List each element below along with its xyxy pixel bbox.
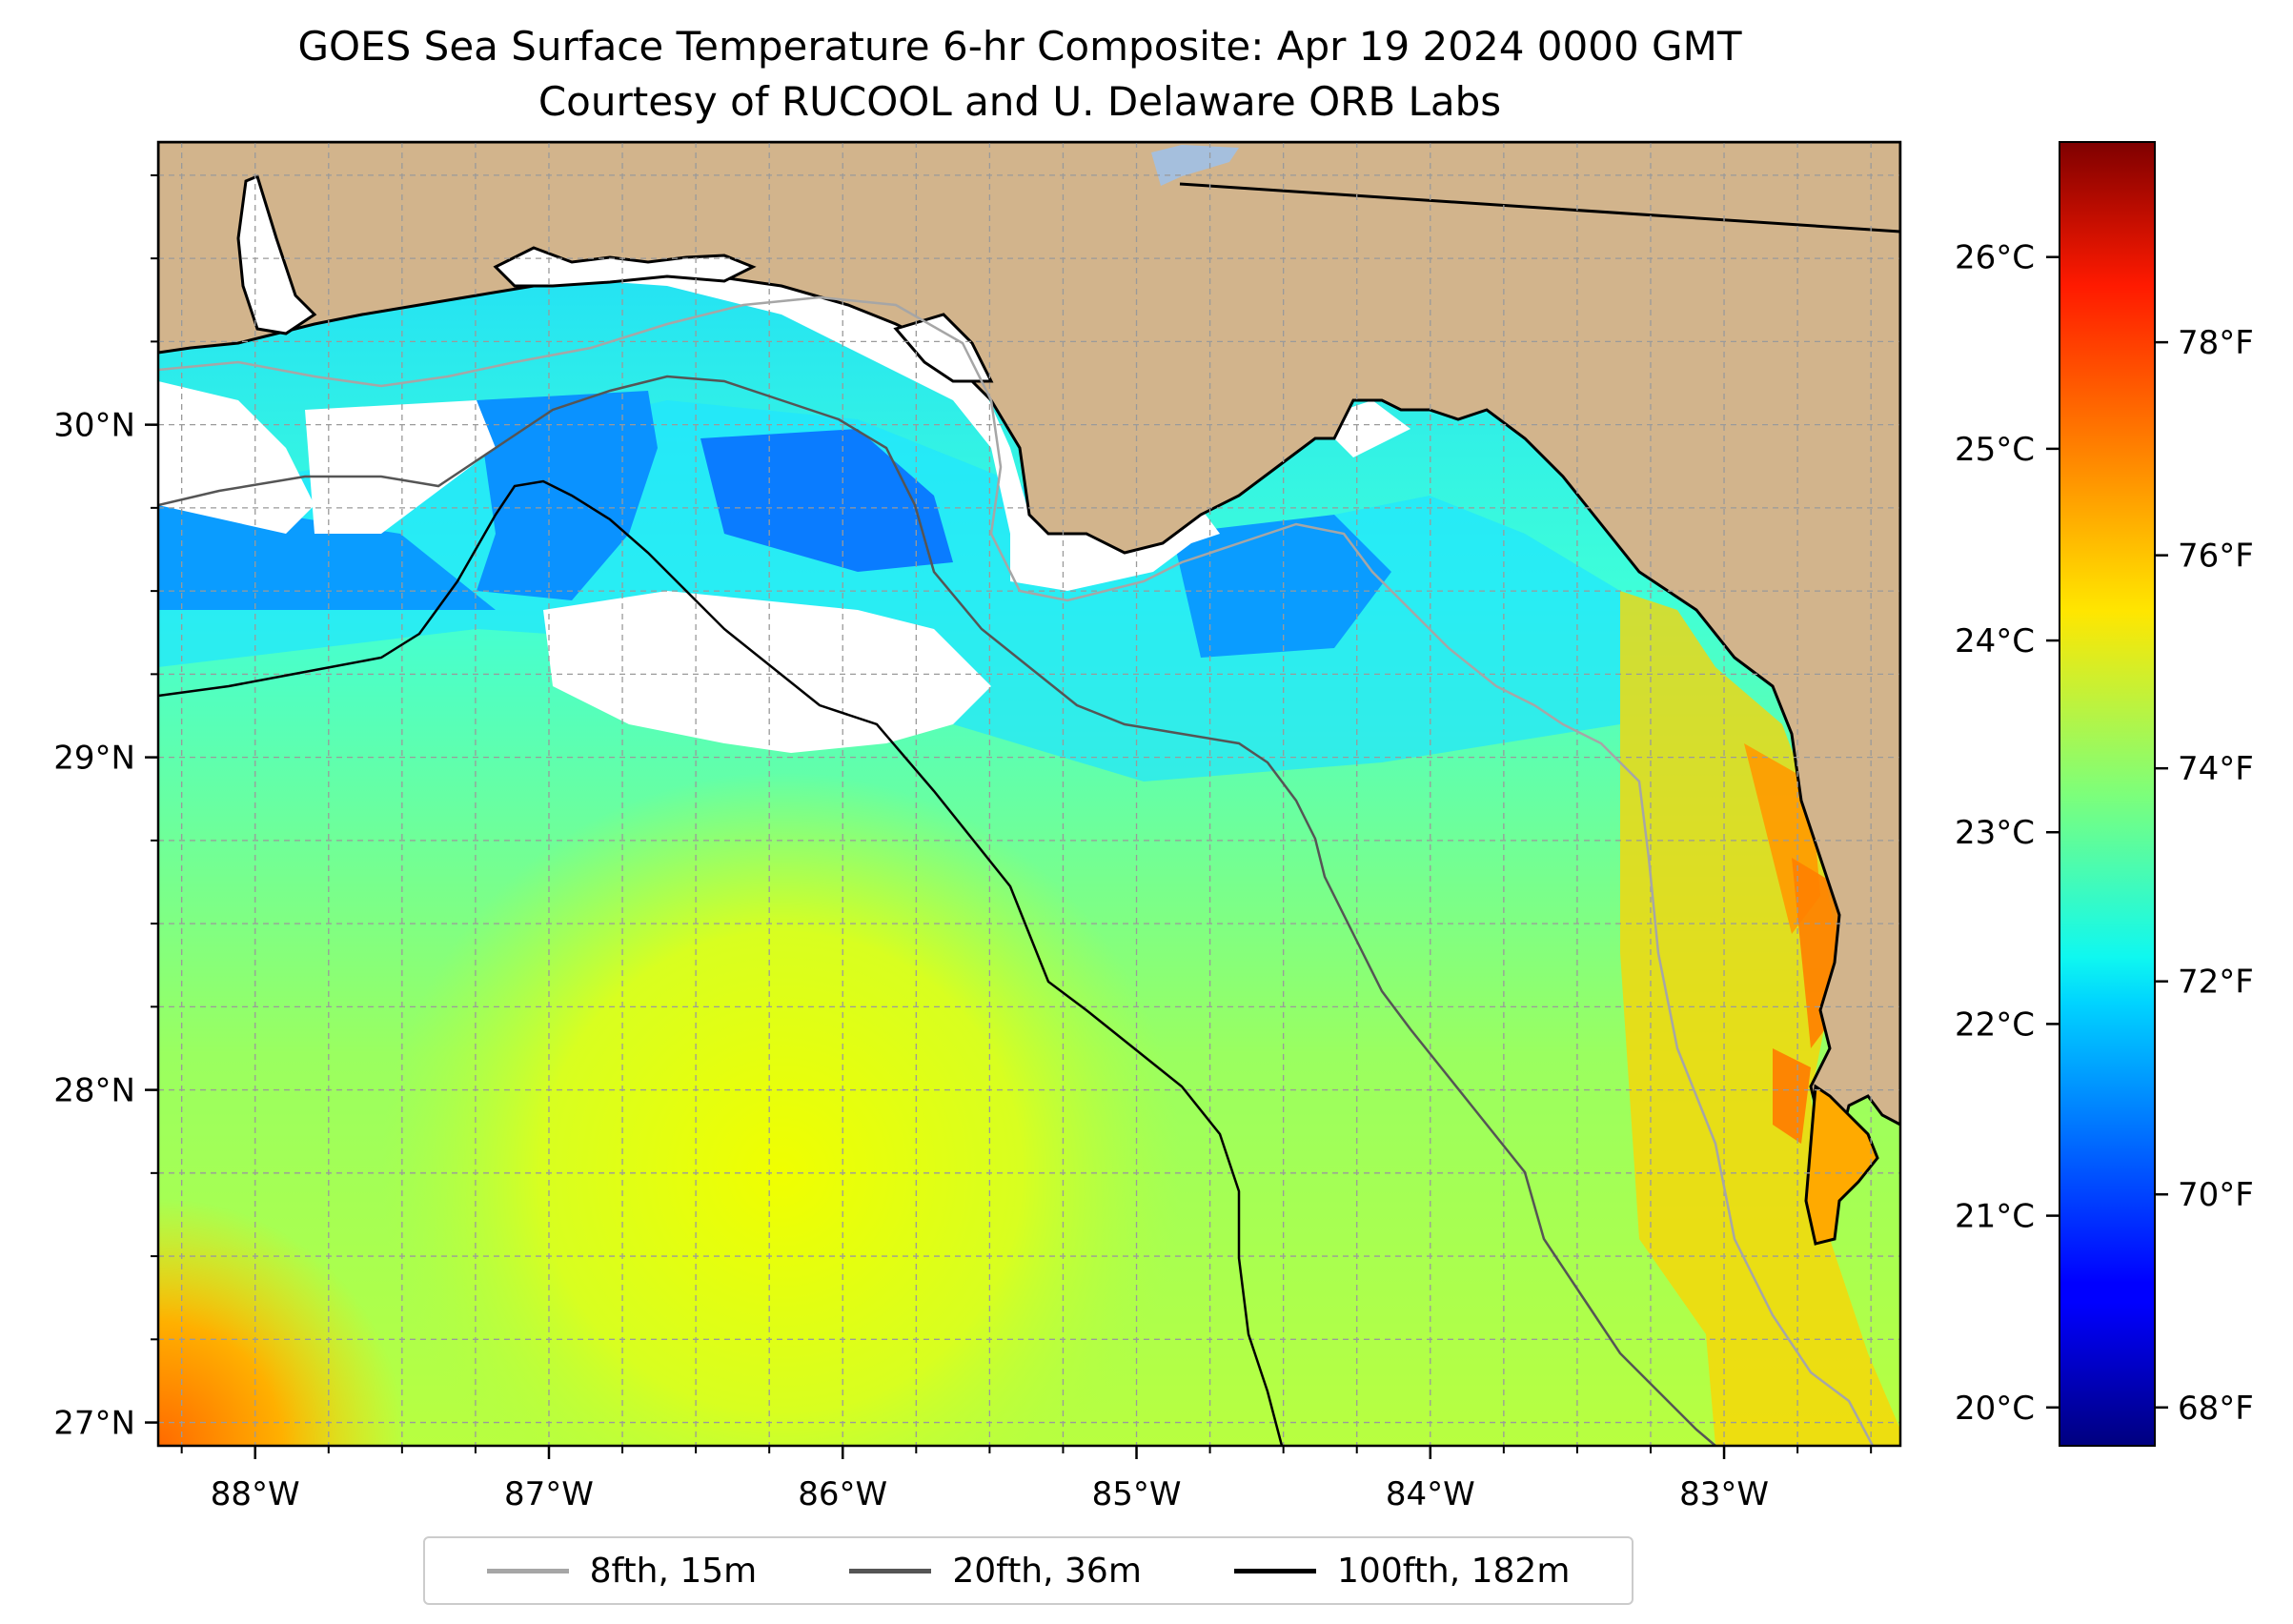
lat-tick-label: 28°N [53,1072,135,1110]
celsius-tick-label: 21°C [1955,1198,2035,1236]
legend-item-20fth: 20fth, 36m [849,1552,1142,1591]
tampa-bay [1804,1084,1879,1246]
fahrenheit-tick-label: 76°F [2178,538,2254,576]
isobath-8fth [158,295,1875,1446]
lat-tick-label: 27°N [53,1405,135,1443]
legend-swatch-8fth [486,1568,569,1573]
cloud-west-2 [305,400,496,534]
lon-tick-label: 84°W [1386,1475,1475,1513]
cold-patch-west [158,496,496,610]
colorbar-ticks: 20°C 21°C 22°C 23°C 24°C 25°C 26°C 68°F 70°F 72°F… [1955,239,2254,1428]
lon-tick-label: 88°W [211,1475,300,1513]
lon-tick-label: 86°W [798,1475,887,1513]
legend-label-100fth: 100fth, 182m [1337,1551,1571,1591]
cold-patch-3 [1172,515,1391,658]
legend-label-8fth: 8fth, 15m [589,1551,758,1591]
apalachicola-bay [893,313,994,383]
chart-title: GOES Sea Surface Temperature 6-hr Compos… [297,23,1742,70]
fahrenheit-tick-label: 78°F [2178,324,2254,362]
legend-swatch-100fth [1234,1568,1317,1573]
cloud-offshore [543,591,991,753]
lon-tick-label: 83°W [1679,1475,1769,1513]
legend-item-8fth: 8fth, 15m [486,1551,758,1591]
legend-item-100fth: 100fth, 182m [1234,1552,1570,1591]
celsius-tick-label: 20°C [1955,1390,2035,1428]
lat-tick-label: 29°N [53,740,135,778]
map-plot-area [158,142,1900,1446]
celsius-tick-label: 24°C [1955,622,2035,660]
legend-swatch-20fth [849,1568,932,1573]
fahrenheit-tick-label: 74°F [2178,750,2254,788]
state-border [1179,182,1900,233]
lon-tick-label: 87°W [504,1475,594,1513]
cold-patch-1 [477,391,658,600]
chart-subtitle: Courtesy of RUCOOL and U. Delaware ORB L… [538,78,1502,125]
warm-coastal-strip [1620,591,1900,1446]
fahrenheit-tick-label: 70°F [2178,1176,2254,1214]
isobath-20fth [158,375,1716,1446]
mobile-bay [236,173,317,335]
gridlines [158,142,1900,1446]
cold-patch-2 [700,429,953,572]
fahrenheit-tick-label: 72°F [2178,964,2254,1002]
lat-tick-label: 30°N [53,407,135,445]
isobath-legend: 8fth, 15m 20fth, 36m 100fth, 182m [423,1536,1634,1605]
celsius-tick-label: 26°C [1955,239,2035,277]
coastal-bays [493,246,757,288]
axis-ticks: 88°W 87°W 86°W 85°W 84°W 83°W 27°N 28°N 29°N 30°N [53,173,1873,1513]
lon-tick-label: 85°W [1092,1475,1182,1513]
lake-seminole [1151,145,1239,186]
fahrenheit-tick-label: 68°F [2178,1390,2254,1428]
celsius-tick-label: 25°C [1955,431,2035,469]
celsius-tick-label: 22°C [1955,1005,2035,1044]
map-frame [156,140,1902,1448]
warm-southwest [158,1048,635,1446]
legend-label-20fth: 20fth, 36m [952,1551,1142,1591]
warm-spot-3 [1773,1048,1811,1144]
isobath-100fth [158,479,1284,1446]
celsius-tick-label: 23°C [1955,814,2035,852]
colorbar [2059,141,2156,1447]
